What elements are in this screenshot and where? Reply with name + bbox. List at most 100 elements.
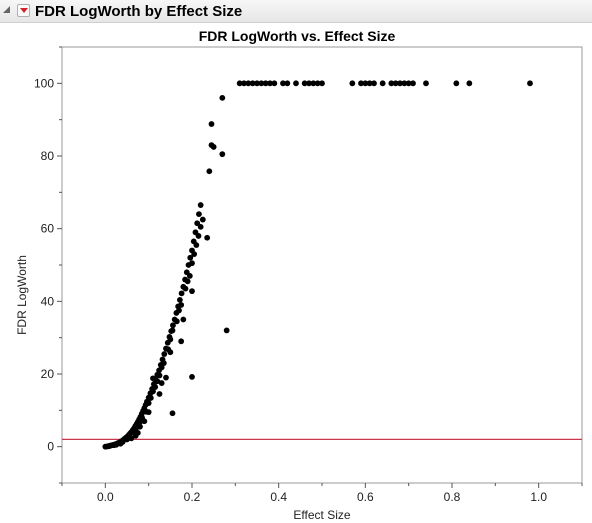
- data-point[interactable]: [208, 121, 215, 127]
- data-point[interactable]: [186, 273, 193, 279]
- data-point[interactable]: [319, 80, 325, 87]
- data-point[interactable]: [167, 336, 174, 343]
- data-point[interactable]: [401, 80, 408, 87]
- data-point[interactable]: [267, 80, 273, 87]
- data-point[interactable]: [197, 202, 204, 208]
- data-point[interactable]: [349, 80, 356, 87]
- data-point[interactable]: [170, 322, 176, 329]
- y-tick-label: 0: [47, 440, 54, 454]
- data-point[interactable]: [145, 400, 152, 406]
- red-triangle-menu-button[interactable]: [17, 4, 30, 17]
- data-point[interactable]: [280, 80, 286, 87]
- data-point[interactable]: [410, 80, 416, 87]
- data-point[interactable]: [156, 372, 163, 379]
- data-point[interactable]: [178, 290, 185, 297]
- data-point[interactable]: [178, 302, 185, 308]
- data-point[interactable]: [453, 80, 460, 87]
- x-tick-label: 1.0: [530, 490, 547, 504]
- data-point[interactable]: [405, 80, 412, 87]
- data-point[interactable]: [128, 435, 135, 442]
- data-point[interactable]: [119, 439, 126, 445]
- data-point[interactable]: [156, 391, 163, 397]
- data-point[interactable]: [249, 80, 256, 87]
- data-point[interactable]: [371, 80, 377, 87]
- data-point[interactable]: [210, 144, 217, 150]
- data-point[interactable]: [191, 251, 198, 257]
- data-point[interactable]: [271, 80, 278, 87]
- x-tick-label: 0.4: [270, 490, 287, 504]
- y-tick-label: 100: [34, 76, 54, 90]
- data-point[interactable]: [306, 80, 312, 87]
- data-point[interactable]: [106, 443, 113, 449]
- data-point[interactable]: [184, 278, 191, 285]
- data-point[interactable]: [358, 80, 364, 87]
- data-point[interactable]: [466, 80, 473, 87]
- x-tick-label: 0.8: [444, 490, 461, 504]
- data-point[interactable]: [379, 80, 386, 87]
- data-point[interactable]: [258, 80, 265, 87]
- data-point[interactable]: [163, 374, 169, 381]
- x-tick-label: 0.0: [97, 490, 114, 504]
- data-point[interactable]: [189, 374, 195, 380]
- data-point[interactable]: [314, 80, 321, 87]
- data-point[interactable]: [362, 80, 369, 87]
- data-point[interactable]: [182, 285, 189, 292]
- data-point[interactable]: [150, 375, 156, 382]
- data-point[interactable]: [194, 220, 201, 227]
- data-point[interactable]: [167, 349, 174, 356]
- disclosure-triangle-icon[interactable]: [2, 5, 11, 14]
- data-point[interactable]: [176, 296, 183, 303]
- data-point[interactable]: [169, 410, 176, 417]
- data-point[interactable]: [178, 338, 185, 345]
- x-axis-label: Effect Size: [293, 508, 350, 522]
- data-point[interactable]: [388, 80, 395, 87]
- data-point[interactable]: [160, 360, 167, 366]
- data-point[interactable]: [141, 418, 148, 425]
- data-point[interactable]: [366, 80, 373, 87]
- data-point[interactable]: [310, 80, 317, 87]
- data-point[interactable]: [223, 327, 230, 334]
- data-point[interactable]: [145, 409, 152, 416]
- data-point[interactable]: [161, 351, 168, 357]
- data-point[interactable]: [154, 378, 161, 385]
- data-point[interactable]: [241, 80, 247, 87]
- data-point[interactable]: [176, 307, 182, 314]
- y-axis: 0 20 40 60 80 100: [34, 46, 62, 484]
- data-point[interactable]: [193, 242, 200, 248]
- data-point[interactable]: [397, 80, 403, 87]
- data-point[interactable]: [423, 80, 429, 87]
- data-point[interactable]: [301, 80, 308, 87]
- data-point[interactable]: [219, 94, 226, 101]
- data-point[interactable]: [219, 151, 226, 158]
- data-point[interactable]: [254, 80, 260, 87]
- data-point[interactable]: [196, 211, 202, 218]
- data-point[interactable]: [236, 80, 243, 87]
- data-point[interactable]: [158, 364, 165, 371]
- data-point[interactable]: [206, 168, 213, 175]
- x-tick-label: 0.2: [184, 490, 201, 504]
- data-point[interactable]: [147, 395, 154, 401]
- data-point[interactable]: [245, 80, 252, 87]
- data-point[interactable]: [284, 80, 291, 87]
- data-point[interactable]: [158, 380, 165, 386]
- data-point[interactable]: [137, 423, 143, 430]
- data-point[interactable]: [189, 260, 195, 267]
- data-point[interactable]: [197, 223, 204, 230]
- data-point[interactable]: [262, 80, 269, 87]
- data-point[interactable]: [152, 384, 159, 390]
- data-point[interactable]: [199, 216, 206, 223]
- data-point[interactable]: [293, 80, 299, 87]
- data-point[interactable]: [113, 441, 120, 448]
- data-point[interactable]: [187, 254, 194, 261]
- data-point[interactable]: [173, 318, 180, 325]
- y-tick-label: 60: [41, 222, 55, 236]
- data-point[interactable]: [180, 316, 187, 323]
- data-point[interactable]: [392, 80, 399, 87]
- data-point[interactable]: [150, 388, 156, 395]
- data-point[interactable]: [169, 327, 176, 334]
- data-point[interactable]: [195, 233, 202, 239]
- data-point[interactable]: [189, 288, 195, 295]
- data-point[interactable]: [204, 234, 211, 241]
- data-point[interactable]: [527, 80, 533, 87]
- data-point[interactable]: [132, 432, 139, 439]
